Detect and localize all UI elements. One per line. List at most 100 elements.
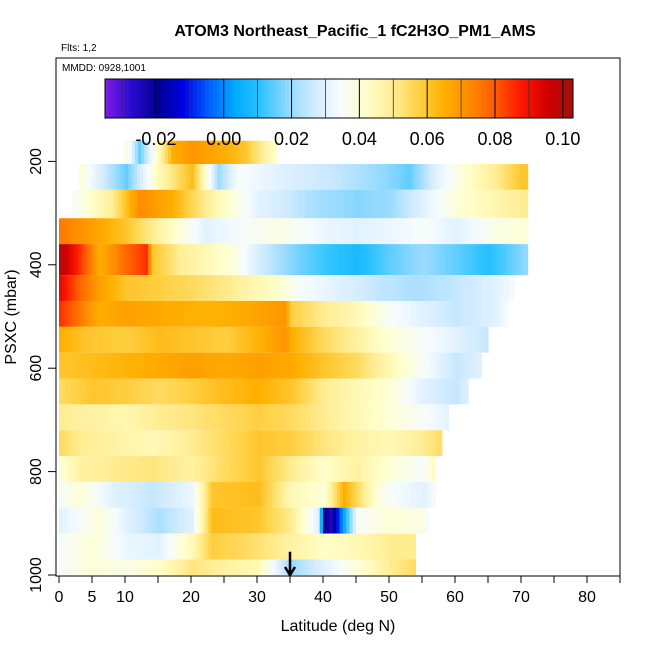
heatmap-cell-band-15 bbox=[240, 533, 245, 560]
heatmap-cell-band-9 bbox=[176, 378, 180, 405]
heatmap-cell-band-7 bbox=[227, 326, 231, 353]
heatmap-cell-band-15 bbox=[368, 533, 372, 560]
heatmap-cell-band-9 bbox=[122, 378, 126, 405]
heatmap-cell-band-16 bbox=[110, 559, 114, 575]
heatmap-cell-band-4 bbox=[482, 244, 486, 276]
heatmap-cell-band-2 bbox=[334, 189, 339, 219]
x-tick-label: 40 bbox=[314, 589, 332, 606]
heatmap-cell-band-5 bbox=[282, 275, 286, 301]
heatmap-cell-band-8 bbox=[472, 352, 477, 379]
heatmap-cell-band-14 bbox=[323, 507, 327, 534]
heatmap-cell-band-6 bbox=[81, 300, 86, 327]
heatmap-cell-band-15 bbox=[286, 533, 291, 560]
heatmap-cell-band-16 bbox=[173, 559, 177, 575]
heatmap-cell-band-11 bbox=[102, 430, 107, 457]
heatmap-cell-band-6 bbox=[149, 300, 153, 327]
heatmap-cell-band-12 bbox=[407, 456, 411, 482]
heatmap-cell-band-13 bbox=[250, 481, 255, 508]
heatmap-cell-band-12 bbox=[218, 456, 222, 482]
heatmap-cell-band-10 bbox=[308, 404, 312, 431]
heatmap-cell-band-8 bbox=[314, 352, 318, 379]
heatmap-cell-band-14 bbox=[275, 507, 279, 534]
heatmap-cell-band-4 bbox=[104, 244, 108, 276]
heatmap-cell-band-4 bbox=[308, 244, 312, 276]
heatmap-cell-band-11 bbox=[61, 430, 66, 457]
heatmap-cell-band-2 bbox=[78, 189, 82, 219]
heatmap-cell-band-1 bbox=[146, 163, 150, 190]
heatmap-cell-band-15 bbox=[397, 533, 402, 560]
heatmap-cell-band-4 bbox=[248, 244, 252, 276]
heatmap-cell-band-6 bbox=[228, 300, 233, 327]
heatmap-cell-band-16 bbox=[320, 559, 324, 575]
heatmap-cell-band-9 bbox=[455, 378, 459, 405]
heatmap-cell-band-10 bbox=[263, 404, 267, 431]
heatmap-cell-band-6 bbox=[64, 300, 69, 327]
heatmap-cell-band-7 bbox=[317, 326, 321, 353]
heatmap-cell-band-6 bbox=[293, 300, 297, 327]
heatmap-cell-band-16 bbox=[116, 559, 120, 575]
colorbar-swatch bbox=[369, 79, 374, 118]
heatmap-cell-band-12 bbox=[275, 456, 279, 482]
heatmap-cell-band-10 bbox=[224, 404, 228, 431]
heatmap-cell-band-7 bbox=[61, 326, 66, 353]
heatmap-cell-band-1 bbox=[173, 163, 177, 190]
heatmap-cell-band-14 bbox=[368, 507, 372, 534]
heatmap-cell-band-5 bbox=[122, 275, 126, 301]
heatmap-cell-band-15 bbox=[314, 533, 318, 560]
heatmap-cell-band-6 bbox=[271, 300, 275, 327]
heatmap-cell-band-12 bbox=[102, 456, 107, 482]
heatmap-cell-band-7 bbox=[191, 326, 195, 353]
heatmap-cell-band-16 bbox=[377, 559, 381, 575]
heatmap-cell-band-0 bbox=[235, 140, 239, 164]
heatmap-cell-band-10 bbox=[436, 404, 441, 431]
heatmap-cell-band-5 bbox=[236, 275, 240, 301]
heatmap-cell-band-10 bbox=[404, 404, 408, 431]
heatmap-cell-band-4 bbox=[75, 244, 80, 276]
heatmap-cell-band-3 bbox=[273, 218, 278, 245]
heatmap-cell-band-1 bbox=[155, 163, 159, 190]
heatmap-cell-band-14 bbox=[161, 507, 165, 534]
heatmap-cell-band-14 bbox=[210, 507, 215, 534]
heatmap-cell-band-4 bbox=[326, 244, 330, 276]
heatmap-cell-band-7 bbox=[158, 326, 162, 353]
colorbar-swatch bbox=[161, 79, 166, 118]
heatmap-cell-band-16 bbox=[227, 559, 231, 575]
colorbar-swatch bbox=[341, 79, 346, 118]
heatmap-cell-band-4 bbox=[446, 244, 450, 276]
heatmap-cell-band-1 bbox=[185, 163, 189, 190]
heatmap-cell-band-14 bbox=[287, 507, 291, 534]
heatmap-cell-band-13 bbox=[102, 481, 107, 508]
heatmap-cell-band-2 bbox=[227, 189, 232, 219]
heatmap-cell-band-14 bbox=[122, 507, 126, 534]
heatmap-cell-band-8 bbox=[221, 352, 225, 379]
heatmap-cell-band-5 bbox=[394, 275, 398, 301]
heatmap-cell-band-14 bbox=[152, 507, 156, 534]
heatmap-cell-band-0 bbox=[200, 140, 204, 164]
heatmap-cell-band-13 bbox=[241, 481, 246, 508]
heatmap-cell-band-10 bbox=[445, 404, 449, 431]
heatmap-cell-band-14 bbox=[413, 507, 417, 534]
colorbar-swatch bbox=[321, 79, 326, 118]
colorbar-swatch bbox=[273, 79, 278, 118]
colorbar-swatch bbox=[117, 79, 122, 118]
colorbar-swatch bbox=[437, 79, 442, 118]
heatmap-cell-band-3 bbox=[119, 218, 123, 245]
heatmap-cell-band-4 bbox=[464, 244, 468, 276]
heatmap-cell-band-13 bbox=[223, 481, 227, 508]
heatmap-cell-band-5 bbox=[70, 275, 74, 301]
heatmap-cell-band-8 bbox=[401, 352, 405, 379]
heatmap-cell-band-11 bbox=[90, 430, 95, 457]
heatmap-cell-band-14 bbox=[241, 507, 246, 534]
colorbar-tick-label: 0.00 bbox=[206, 129, 241, 149]
heatmap-cell-band-10 bbox=[395, 404, 399, 431]
heatmap-cell-band-6 bbox=[401, 300, 405, 327]
heatmap-cell-band-9 bbox=[419, 378, 423, 405]
heatmap-cell-band-9 bbox=[326, 378, 330, 405]
heatmap-cell-band-4 bbox=[416, 244, 420, 276]
heatmap-cell-band-1 bbox=[240, 163, 244, 190]
heatmap-cell-band-6 bbox=[249, 300, 254, 327]
heatmap-cell-band-5 bbox=[73, 275, 77, 301]
heatmap-cell-band-5 bbox=[375, 275, 380, 301]
heatmap-cell-band-13 bbox=[96, 481, 101, 508]
heatmap-cell-band-5 bbox=[218, 275, 223, 301]
